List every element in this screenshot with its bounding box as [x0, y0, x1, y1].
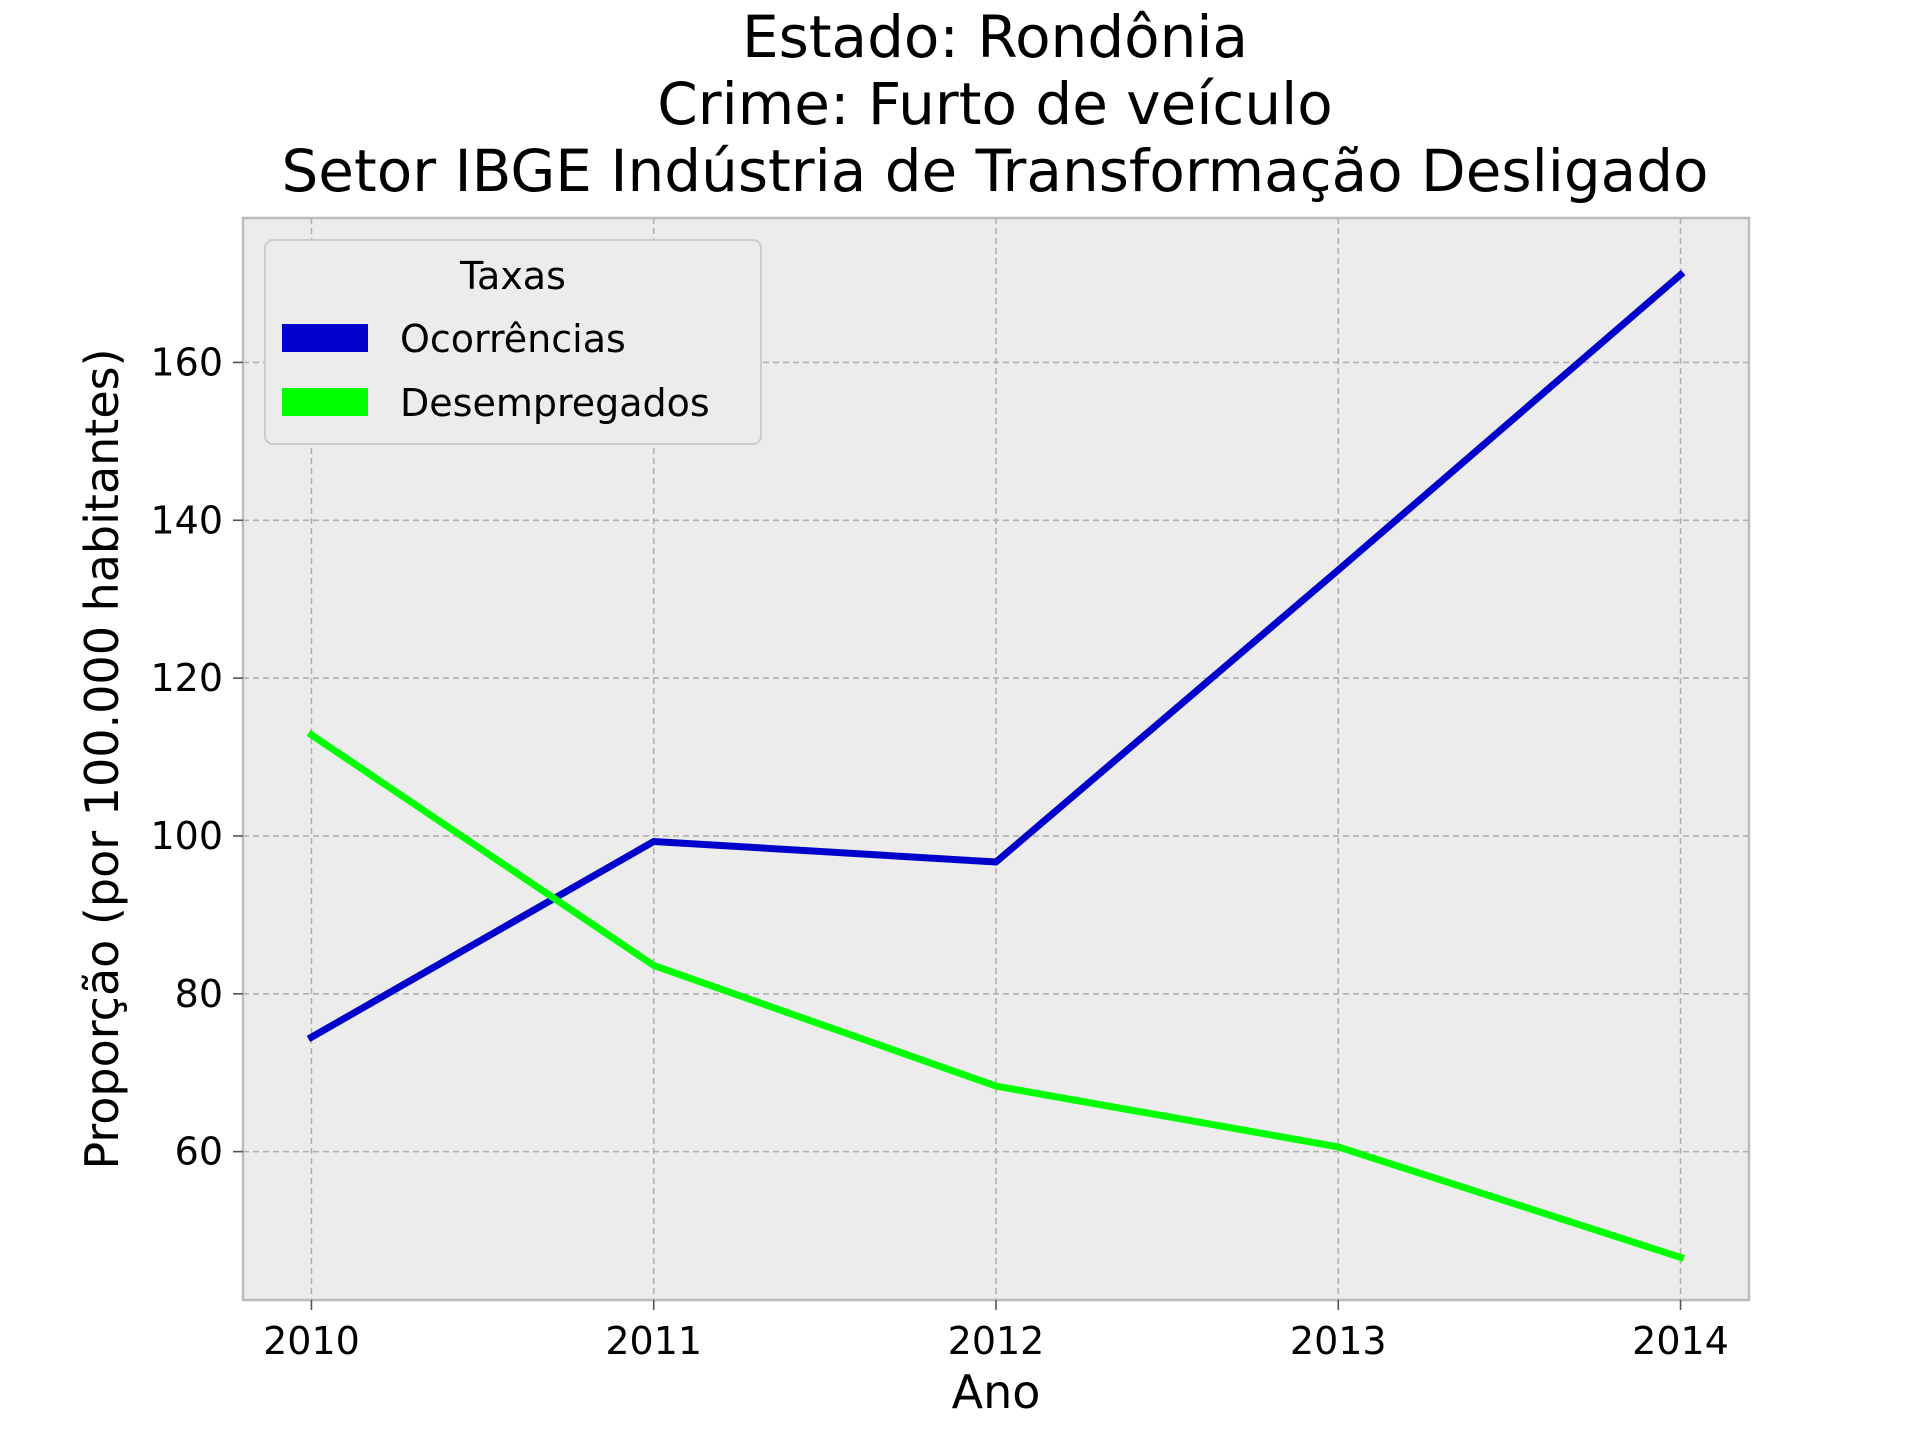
chart-title-line-3: Setor IBGE Indústria de Transformação De… — [281, 137, 1708, 205]
legend-swatch-desempregados — [282, 388, 368, 416]
legend: Taxas Ocorrências Desempregados — [264, 239, 762, 445]
y-tick-label: 80 — [175, 972, 223, 1016]
legend-label-desempregados: Desempregados — [400, 381, 710, 425]
y-tick-label: 120 — [150, 656, 223, 700]
x-axis-ticks: 2010 2011 2012 2013 2014 — [263, 1300, 1729, 1363]
chart-title-line-1: Estado: Rondônia — [742, 3, 1248, 71]
x-axis-label: Ano — [952, 1365, 1041, 1419]
legend-swatch-ocorrencias — [282, 324, 368, 352]
series-lines — [306, 269, 1686, 1262]
legend-label-ocorrencias: Ocorrências — [400, 317, 626, 361]
x-tick-label: 2014 — [1632, 1319, 1729, 1363]
y-tick-label: 60 — [175, 1130, 223, 1174]
x-tick-label: 2013 — [1290, 1319, 1387, 1363]
x-tick-label: 2011 — [605, 1319, 702, 1363]
y-axis-ticks: 60 80 100 120 140 160 — [150, 340, 243, 1174]
series-line-desempregados — [306, 730, 1685, 1262]
x-tick-label: 2012 — [948, 1319, 1045, 1363]
series-line-ocorrencias — [306, 269, 1686, 1042]
grid — [243, 218, 1749, 1300]
legend-title: Taxas — [459, 254, 566, 298]
legend-box — [264, 239, 762, 445]
y-axis-label: Proporção (por 100.000 habitantes) — [75, 348, 129, 1169]
y-tick-label: 160 — [150, 340, 223, 384]
y-tick-label: 100 — [150, 814, 223, 858]
chart-title-line-2: Crime: Furto de veículo — [657, 70, 1332, 138]
y-tick-label: 140 — [150, 498, 223, 542]
x-tick-label: 2010 — [263, 1319, 360, 1363]
